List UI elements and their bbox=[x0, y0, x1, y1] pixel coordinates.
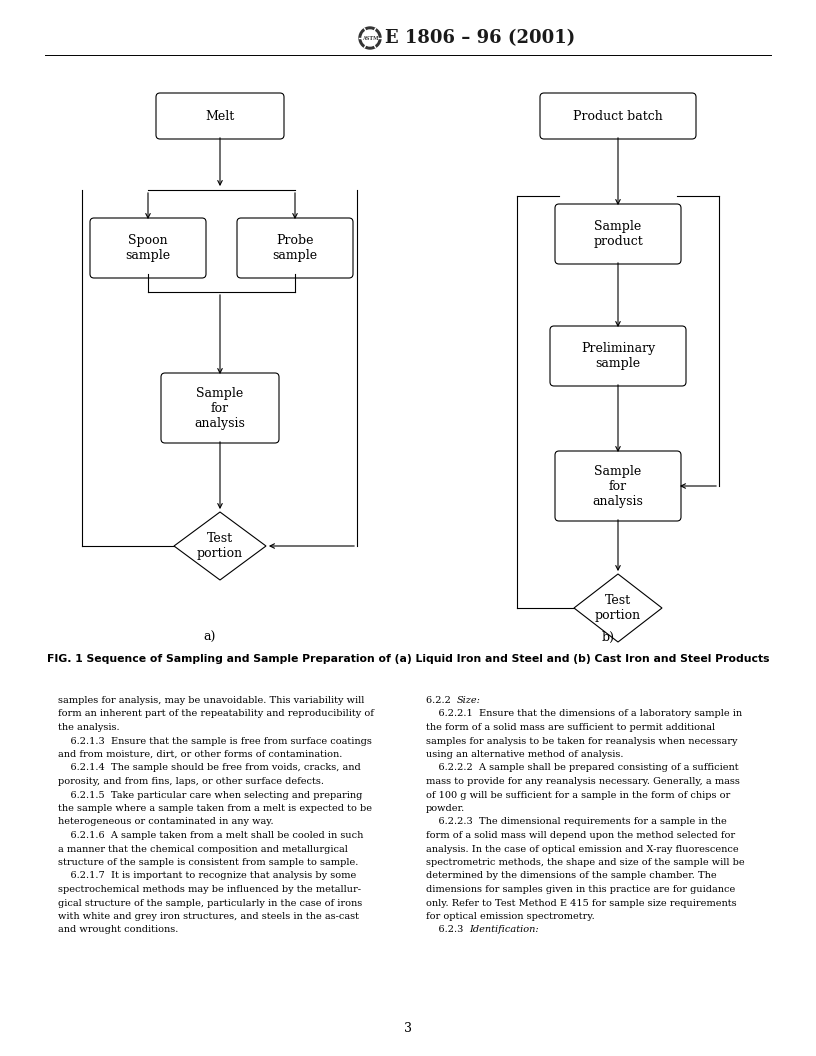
Text: 3: 3 bbox=[404, 1021, 412, 1035]
Circle shape bbox=[362, 30, 378, 46]
Text: using an alternative method of analysis.: using an alternative method of analysis. bbox=[426, 750, 623, 759]
Text: ASTM: ASTM bbox=[361, 36, 379, 40]
Text: form an inherent part of the repeatability and reproducibility of: form an inherent part of the repeatabili… bbox=[58, 710, 374, 718]
Polygon shape bbox=[574, 574, 662, 642]
Text: the form of a solid mass are sufficient to permit additional: the form of a solid mass are sufficient … bbox=[426, 723, 715, 732]
Text: FIG. 1 Sequence of Sampling and Sample Preparation of (a) Liquid Iron and Steel : FIG. 1 Sequence of Sampling and Sample P… bbox=[47, 654, 769, 664]
Text: 6.2.1.7  It is important to recognize that analysis by some: 6.2.1.7 It is important to recognize tha… bbox=[58, 871, 357, 881]
Text: 6.2.1.5  Take particular care when selecting and preparing: 6.2.1.5 Take particular care when select… bbox=[58, 791, 362, 799]
Text: Product batch: Product batch bbox=[573, 110, 663, 122]
FancyBboxPatch shape bbox=[555, 204, 681, 264]
Text: the sample where a sample taken from a melt is expected to be: the sample where a sample taken from a m… bbox=[58, 804, 372, 813]
Text: heterogeneous or contaminated in any way.: heterogeneous or contaminated in any way… bbox=[58, 817, 273, 827]
Text: Sample
product: Sample product bbox=[593, 220, 643, 248]
Text: dimensions for samples given in this practice are for guidance: dimensions for samples given in this pra… bbox=[426, 885, 735, 894]
Text: Sample
for
analysis: Sample for analysis bbox=[592, 465, 644, 508]
Text: Melt: Melt bbox=[206, 110, 235, 122]
Text: Size:: Size: bbox=[457, 696, 481, 705]
Text: for optical emission spectrometry.: for optical emission spectrometry. bbox=[426, 912, 595, 921]
FancyBboxPatch shape bbox=[90, 218, 206, 278]
Text: analysis. In the case of optical emission and X-ray fluorescence: analysis. In the case of optical emissio… bbox=[426, 845, 738, 853]
Text: samples for analysis to be taken for reanalysis when necessary: samples for analysis to be taken for rea… bbox=[426, 736, 738, 746]
Text: with white and grey iron structures, and steels in the as-cast: with white and grey iron structures, and… bbox=[58, 912, 359, 921]
Text: and from moisture, dirt, or other forms of contamination.: and from moisture, dirt, or other forms … bbox=[58, 750, 343, 759]
Text: spectrochemical methods may be influenced by the metallur-: spectrochemical methods may be influence… bbox=[58, 885, 361, 894]
Text: a manner that the chemical composition and metallurgical: a manner that the chemical composition a… bbox=[58, 845, 348, 853]
Text: of 100 g will be sufficient for a sample in the form of chips or: of 100 g will be sufficient for a sample… bbox=[426, 791, 730, 799]
Text: Spoon
sample: Spoon sample bbox=[126, 234, 171, 262]
Text: mass to provide for any reanalysis necessary. Generally, a mass: mass to provide for any reanalysis neces… bbox=[426, 777, 740, 786]
Text: 6.2.1.3  Ensure that the sample is free from surface coatings: 6.2.1.3 Ensure that the sample is free f… bbox=[58, 736, 372, 746]
Text: the analysis.: the analysis. bbox=[58, 723, 120, 732]
Text: 6.2.2: 6.2.2 bbox=[426, 696, 457, 705]
Text: Preliminary
sample: Preliminary sample bbox=[581, 342, 655, 370]
FancyBboxPatch shape bbox=[540, 93, 696, 139]
Polygon shape bbox=[174, 512, 266, 580]
Text: spectrometric methods, the shape and size of the sample will be: spectrometric methods, the shape and siz… bbox=[426, 857, 745, 867]
Text: 6.2.2.3  The dimensional requirements for a sample in the: 6.2.2.3 The dimensional requirements for… bbox=[426, 817, 727, 827]
FancyBboxPatch shape bbox=[550, 326, 686, 386]
Text: Probe
sample: Probe sample bbox=[273, 234, 317, 262]
Text: only. Refer to Test Method E 415 for sample size requirements: only. Refer to Test Method E 415 for sam… bbox=[426, 899, 737, 907]
Text: E 1806 – 96 (2001): E 1806 – 96 (2001) bbox=[385, 29, 575, 48]
Text: porosity, and from fins, laps, or other surface defects.: porosity, and from fins, laps, or other … bbox=[58, 777, 324, 786]
Text: b): b) bbox=[601, 631, 614, 644]
Text: 6.2.1.4  The sample should be free from voids, cracks, and: 6.2.1.4 The sample should be free from v… bbox=[58, 763, 361, 773]
Circle shape bbox=[359, 27, 381, 49]
Text: 6.2.1.6  A sample taken from a melt shall be cooled in such: 6.2.1.6 A sample taken from a melt shall… bbox=[58, 831, 363, 840]
Text: a): a) bbox=[204, 631, 216, 644]
FancyBboxPatch shape bbox=[237, 218, 353, 278]
Text: Sample
for
analysis: Sample for analysis bbox=[194, 386, 246, 430]
Text: and wrought conditions.: and wrought conditions. bbox=[58, 925, 179, 935]
Text: 6.2.3: 6.2.3 bbox=[426, 925, 470, 935]
FancyBboxPatch shape bbox=[156, 93, 284, 139]
Text: Test
portion: Test portion bbox=[197, 532, 243, 560]
Text: gical structure of the sample, particularly in the case of irons: gical structure of the sample, particula… bbox=[58, 899, 362, 907]
Text: 6.2.2.2  A sample shall be prepared consisting of a sufficient: 6.2.2.2 A sample shall be prepared consi… bbox=[426, 763, 738, 773]
Text: 6.2.2.1  Ensure that the dimensions of a laboratory sample in: 6.2.2.1 Ensure that the dimensions of a … bbox=[426, 710, 742, 718]
Text: structure of the sample is consistent from sample to sample.: structure of the sample is consistent fr… bbox=[58, 857, 358, 867]
Text: determined by the dimensions of the sample chamber. The: determined by the dimensions of the samp… bbox=[426, 871, 716, 881]
FancyBboxPatch shape bbox=[161, 373, 279, 444]
Text: powder.: powder. bbox=[426, 804, 465, 813]
Text: Identification:: Identification: bbox=[469, 925, 539, 935]
Text: samples for analysis, may be unavoidable. This variability will: samples for analysis, may be unavoidable… bbox=[58, 696, 365, 705]
Text: Test
portion: Test portion bbox=[595, 593, 641, 622]
FancyBboxPatch shape bbox=[555, 451, 681, 521]
Text: form of a solid mass will depend upon the method selected for: form of a solid mass will depend upon th… bbox=[426, 831, 735, 840]
